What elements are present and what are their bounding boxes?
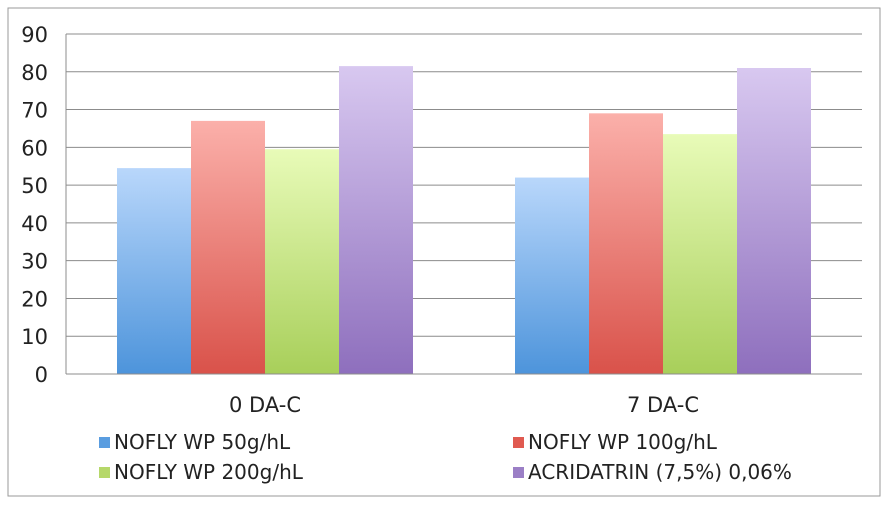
y-tick-label: 40 [21, 212, 48, 236]
bar-1-1 [589, 113, 663, 374]
x-tick-label: 7 DA-C [627, 393, 699, 417]
legend-item: NOFLY WP 100g/hL [513, 430, 717, 454]
x-tick-label: 0 DA-C [229, 393, 301, 417]
bar-0-1 [191, 120, 265, 374]
legend-item: NOFLY WP 50g/hL [99, 430, 290, 454]
y-tick-label: 30 [21, 250, 48, 274]
bars [117, 66, 811, 374]
y-tick-label: 80 [21, 61, 48, 85]
legend-swatch [99, 466, 110, 478]
bar-0-2 [265, 149, 339, 374]
y-tick-label: 0 [35, 363, 48, 387]
legend-swatch [99, 436, 110, 448]
legend-label: ACRIDATRIN (7,5%) 0,06% [528, 460, 792, 484]
y-tick-label: 60 [21, 136, 48, 160]
y-tick-label: 20 [21, 287, 48, 311]
y-tick-label: 10 [21, 325, 48, 349]
legend-label: NOFLY WP 50g/hL [114, 430, 291, 454]
legend-label: NOFLY WP 100g/hL [528, 430, 717, 454]
legend-item: NOFLY WP 200g/hL [99, 460, 303, 484]
y-tick-label: 90 [21, 23, 48, 47]
legend-swatch [513, 436, 524, 448]
y-tick-label: 70 [21, 99, 48, 123]
legend-item: ACRIDATRIN (7,5%) 0,06% [513, 460, 792, 484]
bar-1-0 [515, 177, 589, 374]
x-axis: 0 DA-C 7 DA-C [66, 373, 862, 417]
chart-border [7, 7, 881, 497]
bar-0-3 [339, 66, 413, 374]
y-axis: 0 10 20 30 40 50 60 70 80 90 [21, 23, 67, 387]
legend-label: NOFLY WP 200g/hL [114, 460, 303, 484]
bar-1-3 [737, 68, 811, 374]
legend-swatch [513, 466, 524, 478]
bar-0-0 [117, 168, 191, 374]
bar-1-2 [663, 134, 737, 374]
y-tick-label: 50 [21, 174, 48, 198]
